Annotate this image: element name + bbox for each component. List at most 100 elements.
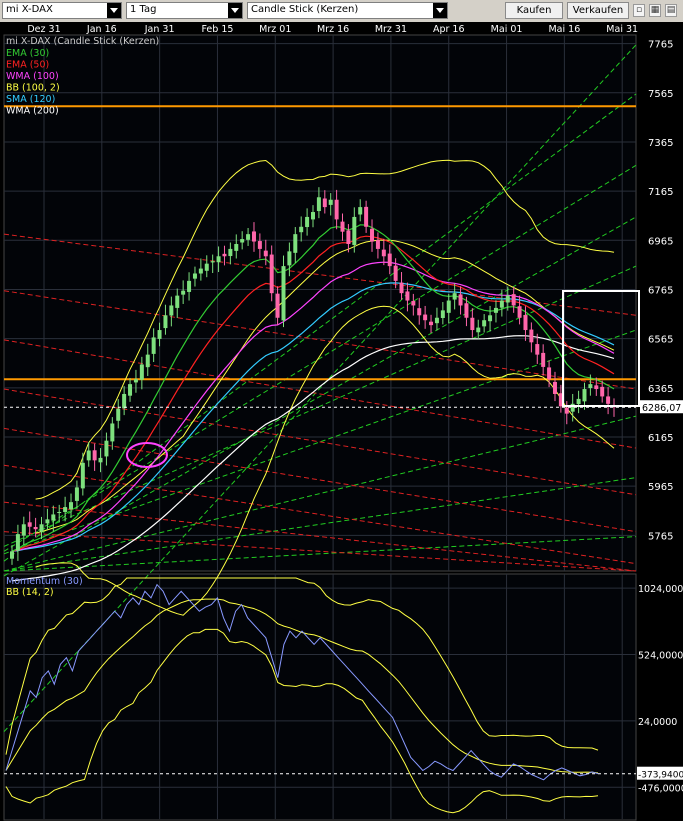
momentum-last-label: -373,9400 xyxy=(638,771,683,781)
candle-body xyxy=(228,248,233,257)
candle-body xyxy=(511,294,516,306)
candle-body xyxy=(594,385,599,390)
candles xyxy=(10,187,616,565)
green-trend-line xyxy=(3,93,637,562)
candle-body xyxy=(69,502,74,510)
candle-body xyxy=(523,315,528,331)
candle-body xyxy=(21,524,26,536)
print-icon[interactable]: ▤ xyxy=(665,4,677,17)
legend-entry: SMA (120) xyxy=(6,94,55,105)
candle-body xyxy=(541,352,546,367)
candle-body xyxy=(263,250,268,257)
y-tick-label: 7165 xyxy=(648,187,673,198)
candle-body xyxy=(15,534,20,551)
candle-body xyxy=(470,317,475,331)
minimize-icon[interactable]: ▫ xyxy=(633,4,645,17)
red-trend-line xyxy=(3,388,637,496)
candle-body xyxy=(505,295,510,303)
candle-body xyxy=(305,216,310,228)
candle-body xyxy=(275,293,280,318)
y-tick-label: 6965 xyxy=(648,236,673,247)
momentum-y-tick: 524,0000 xyxy=(638,650,683,661)
wma200-line xyxy=(11,335,615,582)
momentum-last-badge xyxy=(637,766,683,780)
candle-body xyxy=(482,320,487,327)
candle-body xyxy=(187,280,192,292)
candle-body xyxy=(476,327,481,333)
x-tick-label: Mrz 16 xyxy=(317,24,349,35)
highlight-box xyxy=(562,290,640,407)
candle-body xyxy=(588,384,593,389)
chevron-down-icon[interactable] xyxy=(433,3,447,18)
legend-entry: EMA (50) xyxy=(6,60,49,71)
candle-body xyxy=(204,263,209,271)
chevron-down-icon[interactable] xyxy=(228,3,242,18)
candle-body xyxy=(192,273,197,279)
candle-body xyxy=(446,300,451,313)
interval-select[interactable]: 1 Tag xyxy=(126,2,243,19)
candle-body xyxy=(458,294,463,306)
x-tick-label: Jan 31 xyxy=(144,24,175,35)
y-tick-label: 5965 xyxy=(648,482,673,493)
candle-body xyxy=(269,254,274,294)
chart-type-select[interactable]: Candle Stick (Kerzen) xyxy=(247,2,448,19)
candle-body xyxy=(57,511,62,513)
candle-body xyxy=(33,526,38,530)
candle-body xyxy=(234,243,239,251)
bb-lower-line xyxy=(35,305,615,616)
candle-body xyxy=(429,321,434,326)
candle-body xyxy=(387,253,392,267)
candle-body xyxy=(552,381,557,394)
sell-button[interactable]: Verkaufen xyxy=(567,2,629,19)
red-trend-line xyxy=(3,290,637,390)
candle-body xyxy=(417,308,422,316)
candle-body xyxy=(464,303,469,318)
candle-body xyxy=(517,306,522,318)
green-trend-line xyxy=(3,415,637,572)
candle-body xyxy=(128,384,133,396)
candle-body xyxy=(10,551,14,559)
bb-upper-line xyxy=(35,159,615,500)
instrument-value: mi X-DAX xyxy=(6,4,53,15)
candle-body xyxy=(582,389,587,402)
legend-entry: EMA (30) xyxy=(6,48,49,59)
candle-body xyxy=(352,216,357,245)
candle-body xyxy=(423,314,428,321)
candle-body xyxy=(169,305,174,316)
buy-button[interactable]: Kaufen xyxy=(505,2,563,19)
candle-body xyxy=(493,307,498,313)
grid-icon[interactable]: ▦ xyxy=(649,4,661,17)
candle-body xyxy=(51,514,56,521)
candle-body xyxy=(98,457,103,463)
candle-body xyxy=(529,329,534,343)
chevron-down-icon[interactable] xyxy=(107,3,121,18)
candle-body xyxy=(311,212,315,220)
candle-body xyxy=(92,450,97,461)
candle-body xyxy=(216,256,221,263)
candle-body xyxy=(104,440,109,457)
candle-body xyxy=(600,386,605,397)
candle-body xyxy=(340,221,345,232)
candle-body xyxy=(322,198,327,208)
candle-body xyxy=(39,524,44,532)
x-tick-label: Mai 31 xyxy=(606,24,638,35)
candle-body xyxy=(334,199,339,220)
x-tick-label: Dez 31 xyxy=(27,24,60,35)
y-tick-label: 7565 xyxy=(648,89,673,100)
marker-circle xyxy=(126,442,168,468)
x-tick-label: Jan 16 xyxy=(86,24,117,35)
candle-body xyxy=(163,315,168,329)
x-tick-label: Mai 01 xyxy=(491,24,523,35)
candle-body xyxy=(139,364,144,380)
red-trend-line xyxy=(3,531,637,572)
candle-body xyxy=(440,310,445,318)
green-trend-line xyxy=(3,164,637,552)
instrument-select[interactable]: mi X-DAX xyxy=(2,2,122,19)
candle-body xyxy=(399,282,404,294)
candle-body xyxy=(145,354,150,368)
candle-body xyxy=(86,450,91,461)
momentum-bb-middle xyxy=(5,598,599,774)
candle-body xyxy=(157,330,162,339)
red-trend-line xyxy=(3,464,637,565)
